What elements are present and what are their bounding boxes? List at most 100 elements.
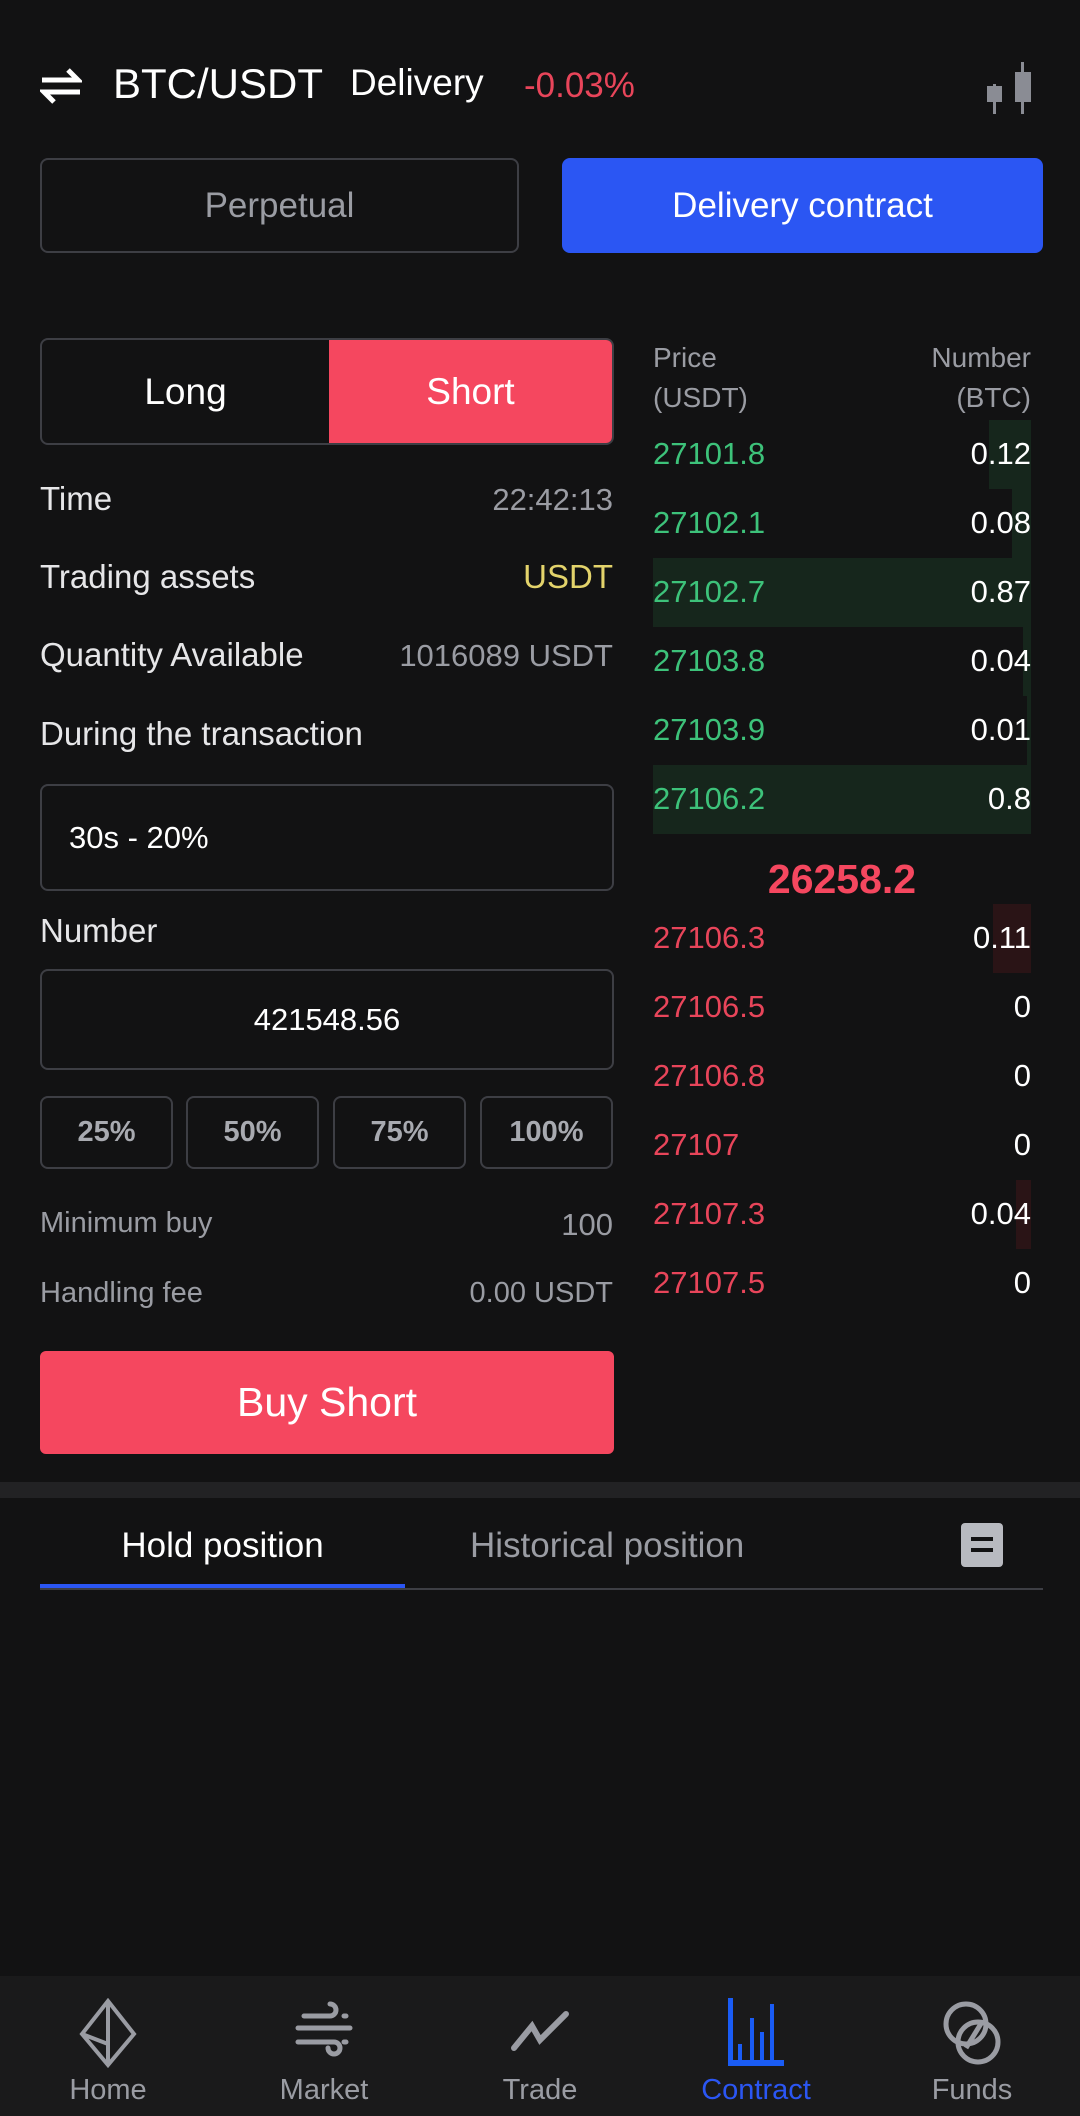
order-number: 0.12 xyxy=(970,436,1031,471)
side-toggle: Long Short xyxy=(40,338,614,445)
ask-row[interactable]: 27103.9 0.01 xyxy=(653,696,1031,765)
tab-historical-position[interactable]: Historical position xyxy=(470,1526,745,1565)
bid-row[interactable]: 27107.5 0 xyxy=(653,1249,1031,1318)
order-number: 0.8 xyxy=(987,781,1031,816)
order-price: 27103.9 xyxy=(653,712,766,747)
nav-funds[interactable]: Funds xyxy=(864,1976,1080,2116)
order-price: 27102.1 xyxy=(653,505,766,540)
candlestick-icon[interactable] xyxy=(985,62,1043,119)
order-price: 27107.3 xyxy=(653,1196,766,1231)
section-divider xyxy=(0,1482,1080,1498)
contract-type: Delivery xyxy=(350,62,484,103)
order-price: 27101.8 xyxy=(653,436,766,471)
qty-label: Quantity Available xyxy=(40,636,304,673)
depth-bar xyxy=(1027,696,1031,765)
assets-value: USDT xyxy=(523,558,613,595)
bid-row[interactable]: 27107 0 xyxy=(653,1111,1031,1180)
depth-bar xyxy=(989,420,1031,489)
order-number: 0.04 xyxy=(970,1196,1031,1231)
price-change: -0.03% xyxy=(524,66,635,105)
qty-value: 1016089 USDT xyxy=(399,638,613,673)
number-input[interactable]: 421548.56 xyxy=(40,969,614,1070)
trend-line-icon xyxy=(511,2011,569,2051)
depth-bar xyxy=(653,765,1031,834)
nav-label: Funds xyxy=(931,2074,1013,2106)
ethereum-icon xyxy=(79,1998,137,2068)
order-number: 0 xyxy=(1013,1058,1031,1093)
nav-label: Contract xyxy=(701,2074,811,2106)
pct-label: 75% xyxy=(370,1116,429,1148)
order-price: 27106.3 xyxy=(653,920,766,955)
pct-75-button[interactable]: 75% xyxy=(333,1096,466,1169)
nav-home[interactable]: Home xyxy=(0,1976,216,2116)
bid-row[interactable]: 27106.3 0.11 xyxy=(653,904,1031,973)
price-unit: (USDT) xyxy=(653,382,748,413)
tab-perpetual[interactable]: Perpetual xyxy=(40,158,519,253)
nav-market[interactable]: Market xyxy=(216,1976,432,2116)
number-label: Number xyxy=(40,912,158,949)
ask-row[interactable]: 27103.8 0.04 xyxy=(653,627,1031,696)
depth-bar xyxy=(653,558,1031,627)
tab-label: Delivery contract xyxy=(672,185,933,225)
order-price: 27106.2 xyxy=(653,781,766,816)
ask-row[interactable]: 27102.1 0.08 xyxy=(653,489,1031,558)
pct-50-button[interactable]: 50% xyxy=(186,1096,319,1169)
wind-icon xyxy=(295,2001,353,2057)
order-number: 0.04 xyxy=(970,643,1031,678)
price-header: Price (USDT) xyxy=(653,338,748,418)
tab-line xyxy=(40,1588,1043,1590)
number-unit: (BTC) xyxy=(956,382,1031,413)
time-value: 22:42:13 xyxy=(492,482,613,517)
order-number: 0.08 xyxy=(970,505,1031,540)
bar-chart-icon xyxy=(728,1998,784,2066)
assets-label: Trading assets xyxy=(40,558,256,595)
order-price: 27103.8 xyxy=(653,643,766,678)
pair-title[interactable]: BTC/USDT xyxy=(113,60,323,107)
order-number: 0 xyxy=(1013,989,1031,1024)
buy-short-button[interactable]: Buy Short xyxy=(40,1351,614,1454)
duration-select[interactable]: 30s - 20% xyxy=(40,784,614,891)
pct-label: 25% xyxy=(77,1116,136,1148)
nav-trade[interactable]: Trade xyxy=(432,1976,648,2116)
buy-label: Buy Short xyxy=(236,1379,418,1425)
long-label: Long xyxy=(144,370,227,412)
order-price: 27106.5 xyxy=(653,989,766,1024)
bid-row[interactable]: 27106.5 0 xyxy=(653,973,1031,1042)
bid-row[interactable]: 27107.3 0.04 xyxy=(653,1180,1031,1249)
tab-active-underline xyxy=(40,1584,405,1588)
order-number: 0 xyxy=(1013,1127,1031,1162)
ask-row[interactable]: 27101.8 0.12 xyxy=(653,420,1031,489)
order-number: 0.87 xyxy=(970,574,1031,609)
depth-bar xyxy=(1023,627,1031,696)
time-label: Time xyxy=(40,480,113,517)
nav-label: Home xyxy=(69,2074,147,2106)
number-value: 421548.56 xyxy=(253,1001,401,1037)
order-number: 0.11 xyxy=(972,920,1031,955)
ask-row[interactable]: 27102.7 0.87 xyxy=(653,558,1031,627)
depth-bar xyxy=(993,904,1031,973)
tab-hold-position[interactable]: Hold position xyxy=(121,1526,324,1565)
pct-label: 100% xyxy=(509,1116,584,1148)
tab-label: Perpetual xyxy=(204,185,355,225)
nav-label: Market xyxy=(279,2074,369,2106)
document-icon[interactable] xyxy=(961,1523,1003,1572)
depth-bar xyxy=(1015,1180,1031,1249)
min-buy-value: 100 xyxy=(561,1207,613,1242)
long-button[interactable]: Long xyxy=(42,340,329,443)
fee-value: 0.00 USDT xyxy=(469,1277,613,1309)
nav-contract[interactable]: Contract xyxy=(648,1976,864,2116)
number-header-label: Number xyxy=(931,342,1031,373)
order-number: 0 xyxy=(1013,1265,1031,1300)
order-price: 27107 xyxy=(653,1127,740,1162)
swap-arrows-icon[interactable] xyxy=(37,68,85,109)
pct-label: 50% xyxy=(223,1116,282,1148)
tab-delivery-contract[interactable]: Delivery contract xyxy=(562,158,1043,253)
pct-25-button[interactable]: 25% xyxy=(40,1096,173,1169)
fee-label: Handling fee xyxy=(40,1277,203,1309)
short-button[interactable]: Short xyxy=(329,340,612,443)
coins-icon xyxy=(943,2001,1001,2065)
pct-100-button[interactable]: 100% xyxy=(480,1096,613,1169)
depth-bar xyxy=(1012,489,1031,558)
ask-row[interactable]: 27106.2 0.8 xyxy=(653,765,1031,834)
bid-row[interactable]: 27106.8 0 xyxy=(653,1042,1031,1111)
